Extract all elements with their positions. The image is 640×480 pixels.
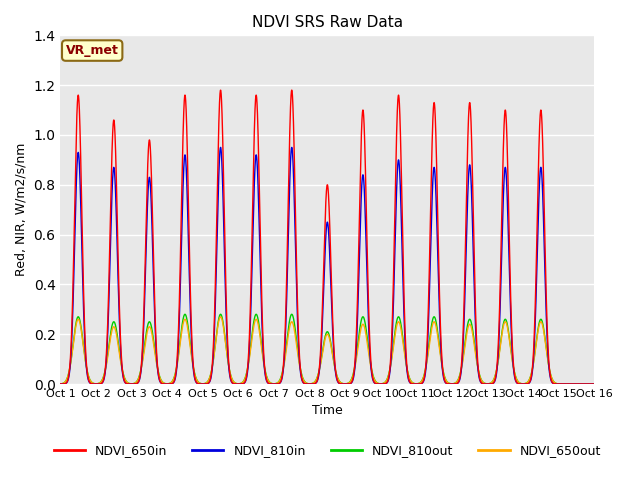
Text: VR_met: VR_met — [66, 44, 118, 57]
X-axis label: Time: Time — [312, 405, 342, 418]
Y-axis label: Red, NIR, W/m2/s/nm: Red, NIR, W/m2/s/nm — [15, 143, 28, 276]
Title: NDVI SRS Raw Data: NDVI SRS Raw Data — [252, 15, 403, 30]
Legend: NDVI_650in, NDVI_810in, NDVI_810out, NDVI_650out: NDVI_650in, NDVI_810in, NDVI_810out, NDV… — [49, 439, 606, 462]
